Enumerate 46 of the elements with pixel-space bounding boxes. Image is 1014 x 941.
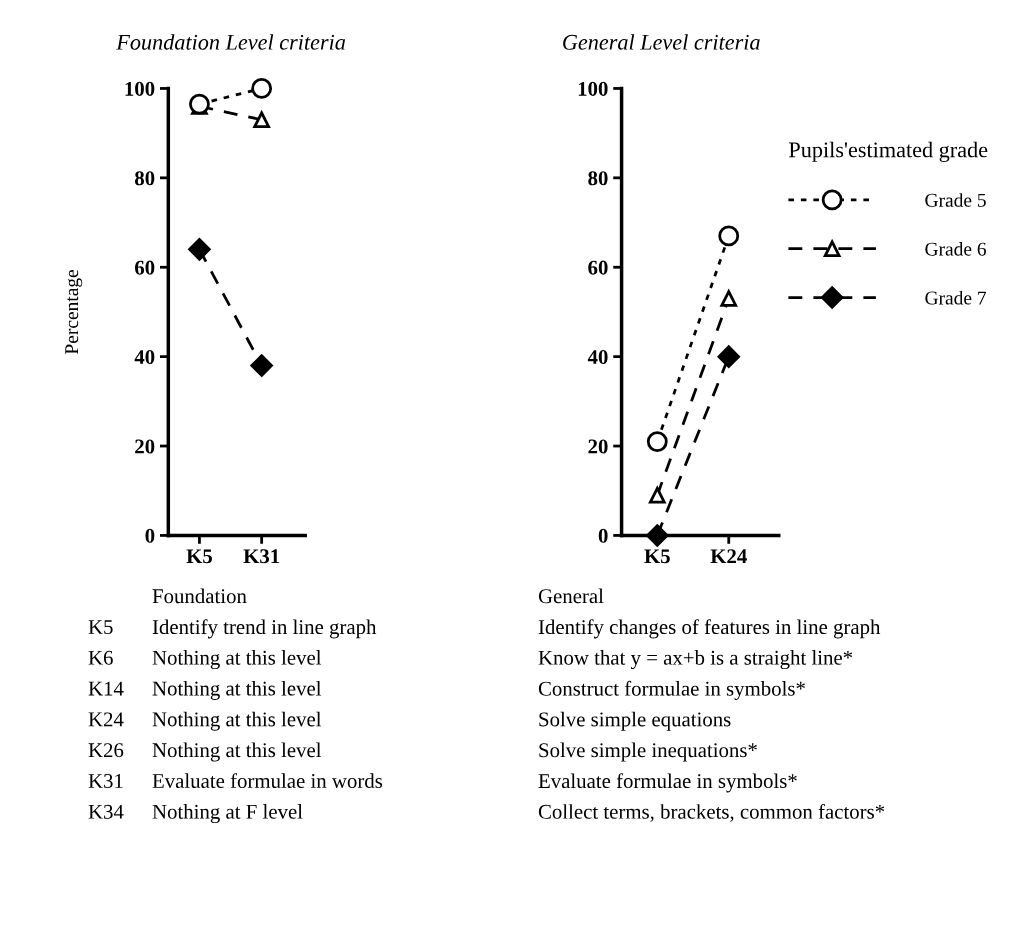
text: Grade 5 xyxy=(925,193,986,207)
text: Grade 6 xyxy=(925,242,987,256)
y-tick-label: 60 xyxy=(135,260,155,275)
text: Identify changes of features in line graph xyxy=(538,619,881,639)
y-axis-title: Percentage xyxy=(65,269,83,355)
x-tick-label: K5 xyxy=(186,549,212,564)
text: Evaluate formulae in words xyxy=(152,773,383,789)
legend-title: Pupils'estimated grade xyxy=(789,141,988,162)
text: Identify trend in line graph xyxy=(152,619,377,639)
y-tick-label: 40 xyxy=(134,350,155,365)
text: K5 xyxy=(88,620,113,635)
chart-title: General Level criteria xyxy=(563,34,760,50)
text: Know that y = ax+b is a straight line* xyxy=(538,650,853,670)
text: K6 xyxy=(88,650,113,665)
y-tick-label: 80 xyxy=(134,171,155,186)
text: Foundation xyxy=(152,588,247,604)
text: Construct formulae in symbols* xyxy=(538,680,805,700)
y-tick-label: 0 xyxy=(598,528,608,543)
y-tick-label: 20 xyxy=(135,439,155,454)
text: General xyxy=(538,588,604,604)
y-tick-label: 100 xyxy=(125,81,155,96)
y-tick-label: 80 xyxy=(588,171,608,186)
text: Nothing at this level xyxy=(152,680,322,700)
chart-title: Foundation Level criteria xyxy=(116,34,346,50)
text: K34 xyxy=(88,804,124,819)
text: Evaluate formulae in symbols* xyxy=(538,773,797,793)
text: Nothing at this level xyxy=(152,711,322,731)
text: Nothing at this level xyxy=(152,742,322,762)
text: K31 xyxy=(88,774,123,789)
text: K14 xyxy=(88,681,124,696)
text: Nothing at F level xyxy=(152,804,303,824)
y-tick-label: 60 xyxy=(588,260,608,275)
y-tick-label: 40 xyxy=(587,350,608,365)
x-tick-label: K5 xyxy=(644,549,670,564)
y-tick-label: 100 xyxy=(578,81,608,96)
text: Nothing at this level xyxy=(152,650,322,670)
text: K24 xyxy=(88,712,124,727)
text: K26 xyxy=(88,743,124,758)
text: Grade 7 xyxy=(925,290,987,305)
text: Solve simple equations xyxy=(539,711,731,731)
text: Solve simple inequations* xyxy=(539,742,757,762)
x-tick-label: K24 xyxy=(710,549,747,564)
x-tick-label: K31 xyxy=(243,549,280,564)
text: Collect terms, brackets, common factors* xyxy=(538,803,885,822)
y-tick-label: 20 xyxy=(588,439,608,454)
y-tick-label: 0 xyxy=(145,528,155,543)
